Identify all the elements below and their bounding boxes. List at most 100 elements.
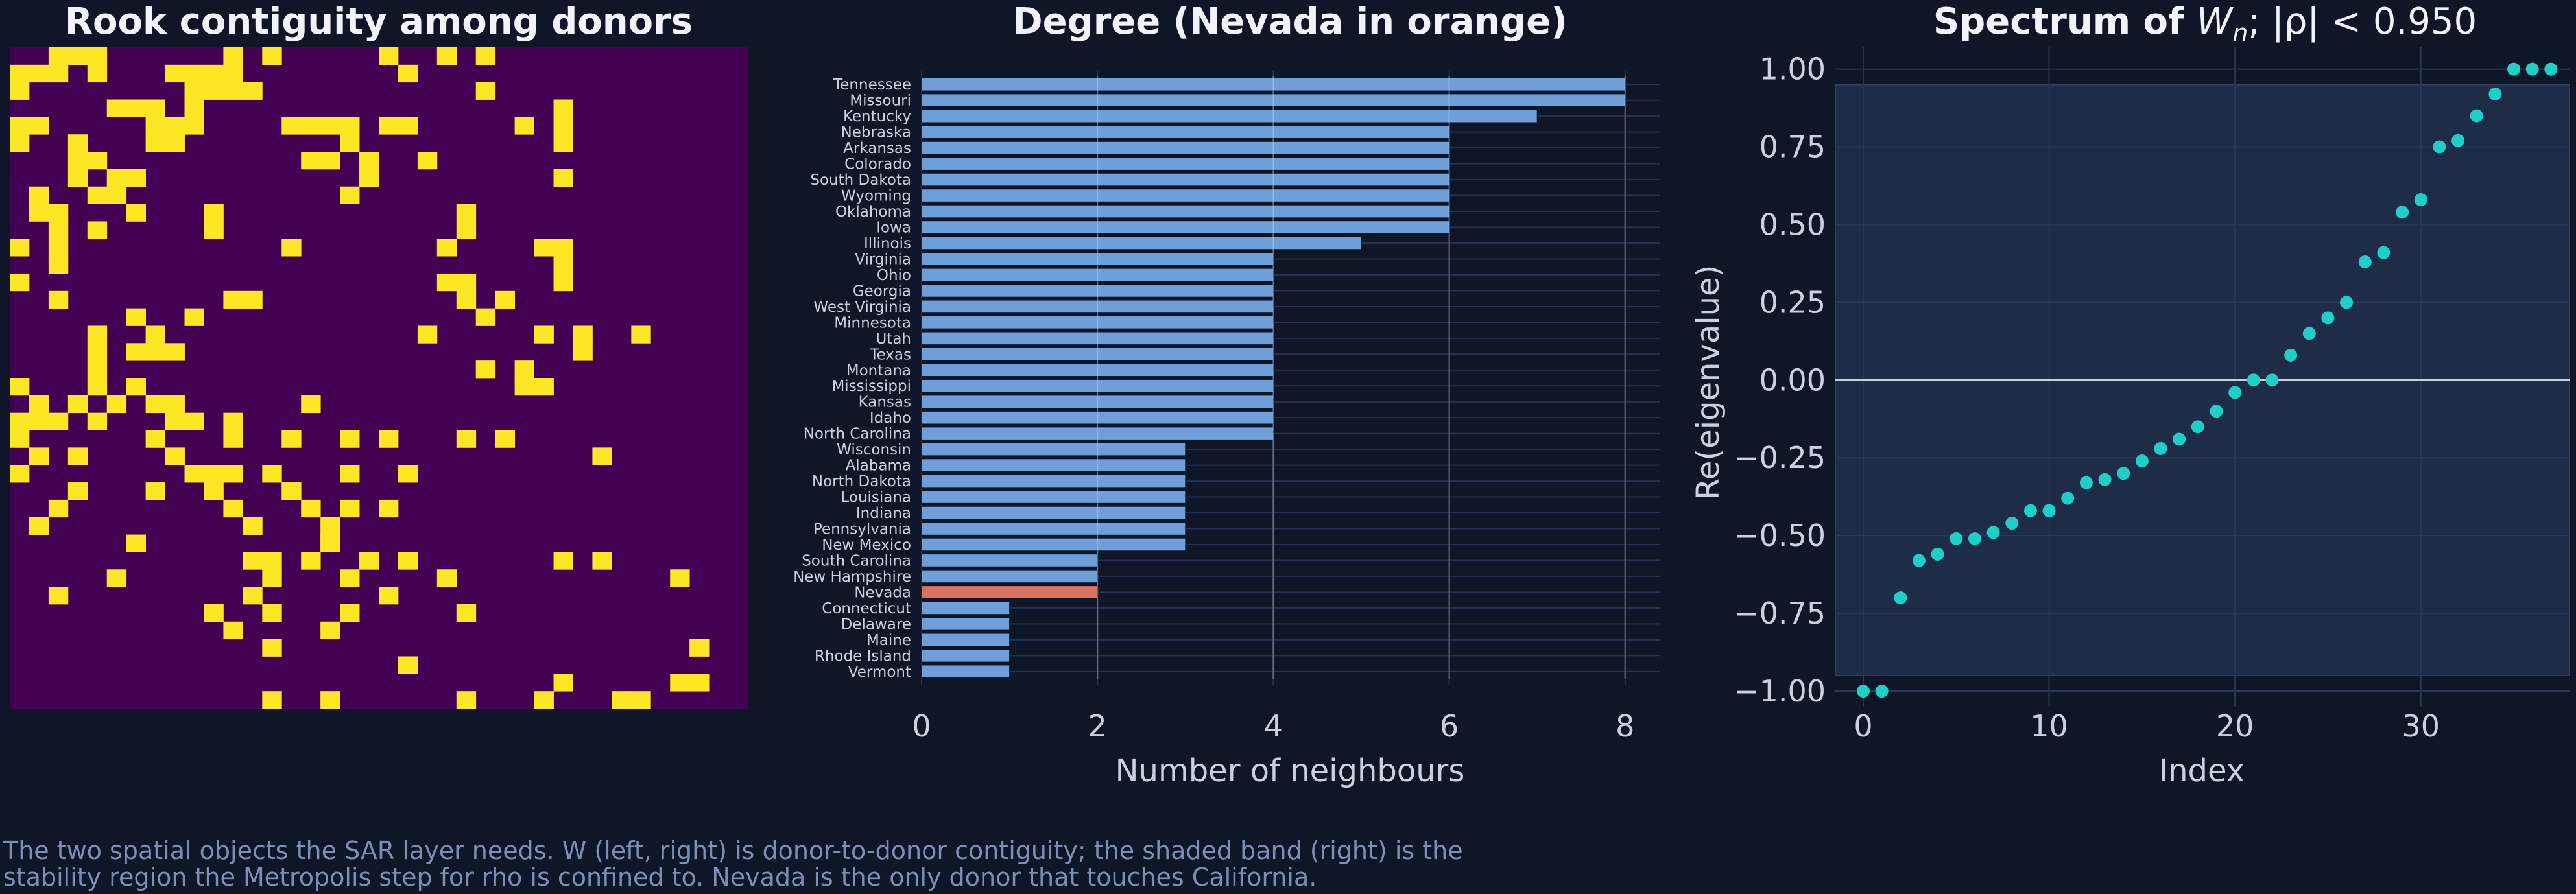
- heatmap-cell: [145, 343, 165, 361]
- eigenvalue-point: [2321, 311, 2335, 325]
- heatmap-cell: [553, 674, 573, 692]
- heatmap-cell: [145, 430, 165, 448]
- heatmap-cell: [87, 343, 108, 361]
- eigenvalue-point: [2173, 432, 2186, 446]
- bar-x-tick-label: 4: [1264, 709, 1283, 744]
- heatmap-cell: [553, 169, 573, 187]
- heatmap-cell: [495, 290, 516, 309]
- bar-iowa: [921, 220, 1450, 234]
- eigenvalue-point: [2023, 504, 2037, 517]
- heatmap-cell: [29, 395, 49, 414]
- heatmap-cell: [126, 378, 147, 396]
- bar-label-south-dakota: South Dakota: [810, 172, 911, 189]
- heatmap-cell: [301, 152, 321, 170]
- heatmap-cell: [165, 395, 185, 414]
- heatmap-cell: [514, 378, 534, 396]
- eigenvalue-point: [2377, 246, 2391, 259]
- heatmap-cell: [106, 395, 127, 414]
- eigenvalue-point: [2414, 193, 2427, 207]
- bar-label-arkansas: Arkansas: [843, 140, 911, 157]
- bar-delaware: [921, 617, 1010, 631]
- heatmap-cell: [340, 430, 360, 448]
- bar-label-virginia: Virginia: [855, 251, 911, 268]
- bar-label-ohio: Ohio: [877, 267, 911, 284]
- heatmap-cell: [631, 325, 651, 344]
- heatmap-cell: [534, 378, 554, 396]
- heatmap-cell: [126, 343, 147, 361]
- heatmap-cell: [320, 517, 340, 535]
- spectrum-scatter-panel: Spectrum of Wn; |ρ| < 0.950 0 10 20 30 1.00…: [1690, 1, 2570, 789]
- heatmap-cell: [573, 325, 593, 344]
- scatter-y-tick-label: −1.00: [1734, 674, 1826, 709]
- heatmap-cell: [534, 239, 554, 257]
- bar-maine: [921, 633, 1010, 647]
- heatmap-cell: [48, 204, 69, 222]
- scatter-y-tick-label: 1.00: [1759, 52, 1826, 87]
- heatmap-cell: [67, 134, 88, 152]
- heatmap-cell: [165, 134, 185, 152]
- scatter-y-tick-label: −0.25: [1734, 440, 1826, 475]
- eigenvalue-point: [2396, 206, 2409, 219]
- scatter-points: [1856, 62, 2558, 698]
- heatmap-cell: [87, 412, 108, 430]
- bar-montana: [921, 363, 1274, 377]
- eigenvalue-point: [2061, 491, 2075, 505]
- heatmap-cell: [320, 691, 340, 709]
- heatmap-cell: [417, 152, 438, 170]
- bar-label-texas: Texas: [869, 346, 911, 363]
- heatmap-cell: [340, 604, 360, 622]
- heatmap-cell: [184, 99, 204, 117]
- eigenvalue-point: [2265, 373, 2279, 387]
- heatmap-cell: [262, 465, 282, 483]
- heatmap-cell: [106, 186, 127, 204]
- heatmap-cell: [184, 412, 204, 430]
- eigenvalue-point: [2507, 62, 2521, 76]
- heatmap-cell: [281, 430, 302, 448]
- bar-nevada: [921, 585, 1098, 599]
- scatter-y-tick-label: 0.75: [1759, 130, 1826, 165]
- heatmap-cell: [553, 256, 573, 274]
- bar-label-iowa: Iowa: [876, 220, 911, 237]
- bar-label-nebraska: Nebraska: [841, 124, 912, 141]
- eigenvalue-point: [2488, 87, 2502, 100]
- eigenvalue-point: [2544, 62, 2558, 76]
- bar-alabama: [921, 458, 1186, 472]
- bar-virginia: [921, 252, 1274, 266]
- heatmap-cell: [262, 691, 282, 709]
- bar-label-tennessee: Tennessee: [833, 76, 911, 93]
- heatmap-cell: [534, 325, 554, 344]
- heatmap-cell: [165, 117, 185, 135]
- heatmap-cell: [398, 117, 418, 135]
- heatmap-cell: [223, 82, 243, 100]
- scatter-x-tick-label: 30: [2402, 709, 2440, 744]
- heatmap-cell: [48, 499, 69, 518]
- bar-connecticut: [921, 601, 1010, 615]
- heatmap-cell: [398, 64, 418, 83]
- heatmap-cell: [10, 239, 30, 257]
- heatmap-cell: [165, 447, 185, 465]
- heatmap-cell: [223, 621, 243, 640]
- eigenvalue-point: [2358, 255, 2372, 268]
- heatmap-cell: [670, 674, 690, 692]
- bar-label-colorado: Colorado: [844, 156, 911, 173]
- bar-x-tick-label: 2: [1088, 709, 1107, 744]
- eigenvalue-point: [1950, 532, 1963, 545]
- heatmap-cell: [67, 152, 88, 170]
- bar-label-louisiana: Louisiana: [841, 489, 911, 506]
- bar-nebraska: [921, 125, 1450, 139]
- heatmap-cell: [87, 221, 108, 239]
- eigenvalue-point: [2042, 504, 2056, 517]
- eigenvalue-point: [1968, 532, 1981, 545]
- eigenvalue-point: [1875, 685, 1889, 698]
- heatmap-cell: [262, 47, 282, 65]
- bar-label-kansas: Kansas: [859, 394, 911, 411]
- bar-label-north-carolina: North Carolina: [804, 426, 911, 443]
- heatmap-cell: [631, 691, 651, 709]
- heatmap-cell: [553, 273, 573, 292]
- bar-arkansas: [921, 141, 1450, 155]
- heatmap-cell: [417, 325, 438, 344]
- heatmap-cell: [320, 534, 340, 552]
- bar-colorado: [921, 157, 1450, 171]
- heatmap-cell: [281, 117, 302, 135]
- eigenvalue-point: [2098, 473, 2112, 486]
